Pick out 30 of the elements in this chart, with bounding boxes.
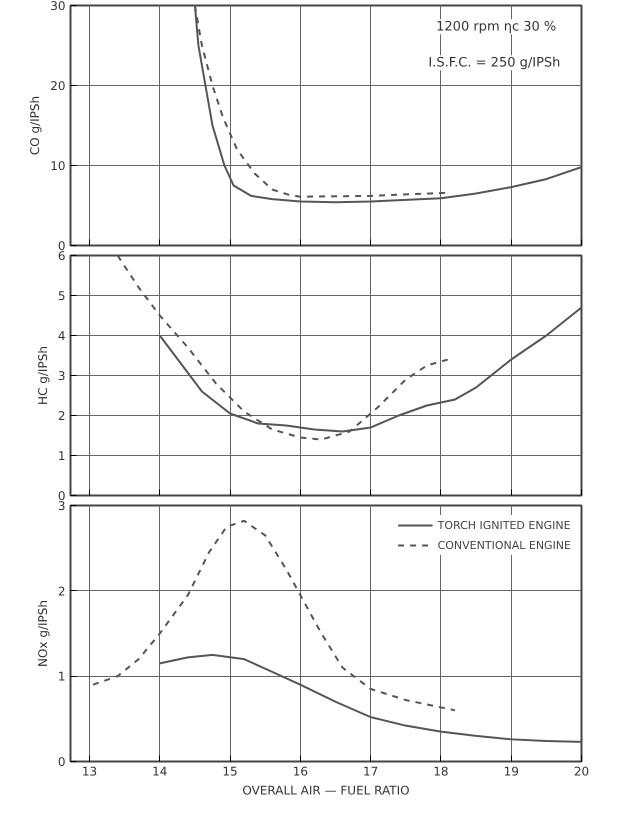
y-tick-label: 5	[58, 289, 66, 303]
y-tick-label: 20	[50, 79, 66, 93]
x-tick-label: 13	[82, 764, 98, 778]
y-tick-label: 1	[58, 670, 66, 684]
y-tick-label: 4	[58, 329, 66, 343]
legend-label: TORCH IGNITED ENGINE	[438, 518, 571, 532]
x-axis-title: OVERALL AIR — FUEL RATIO	[242, 784, 410, 798]
y-tick-label: 30	[50, 0, 66, 13]
line-series	[158, 654, 582, 743]
y-axis-title: CO g/IPSh	[28, 96, 42, 156]
x-tick-label: 19	[504, 764, 519, 778]
x-tick-label: 15	[222, 764, 238, 778]
y-tick-label: 3	[58, 499, 66, 513]
y-tick-label: 2	[58, 584, 66, 598]
y-axis-title: NOx g/IPSh	[36, 600, 50, 667]
x-tick-label: 17	[363, 764, 378, 778]
y-tick-label: 3	[58, 369, 66, 383]
legend-label: CONVENTIONAL ENGINE	[438, 538, 571, 552]
annotation: 1200 rpm ηc 30 %	[436, 19, 556, 34]
y-tick-label: 2	[58, 409, 66, 423]
x-tick-label: 16	[292, 764, 308, 778]
y-axis-title: HC g/IPSh	[36, 346, 50, 405]
annotation: I.S.F.C. = 250 g/IPSh	[428, 55, 560, 70]
x-tick-label: 14	[152, 764, 168, 778]
y-tick-label: 10	[50, 159, 66, 173]
y-tick-label: 1	[58, 449, 66, 463]
x-tick-label: 20	[574, 764, 590, 778]
y-tick-label: 0	[58, 755, 66, 769]
y-tick-label: 6	[58, 249, 66, 263]
x-tick-label: 18	[433, 764, 449, 778]
